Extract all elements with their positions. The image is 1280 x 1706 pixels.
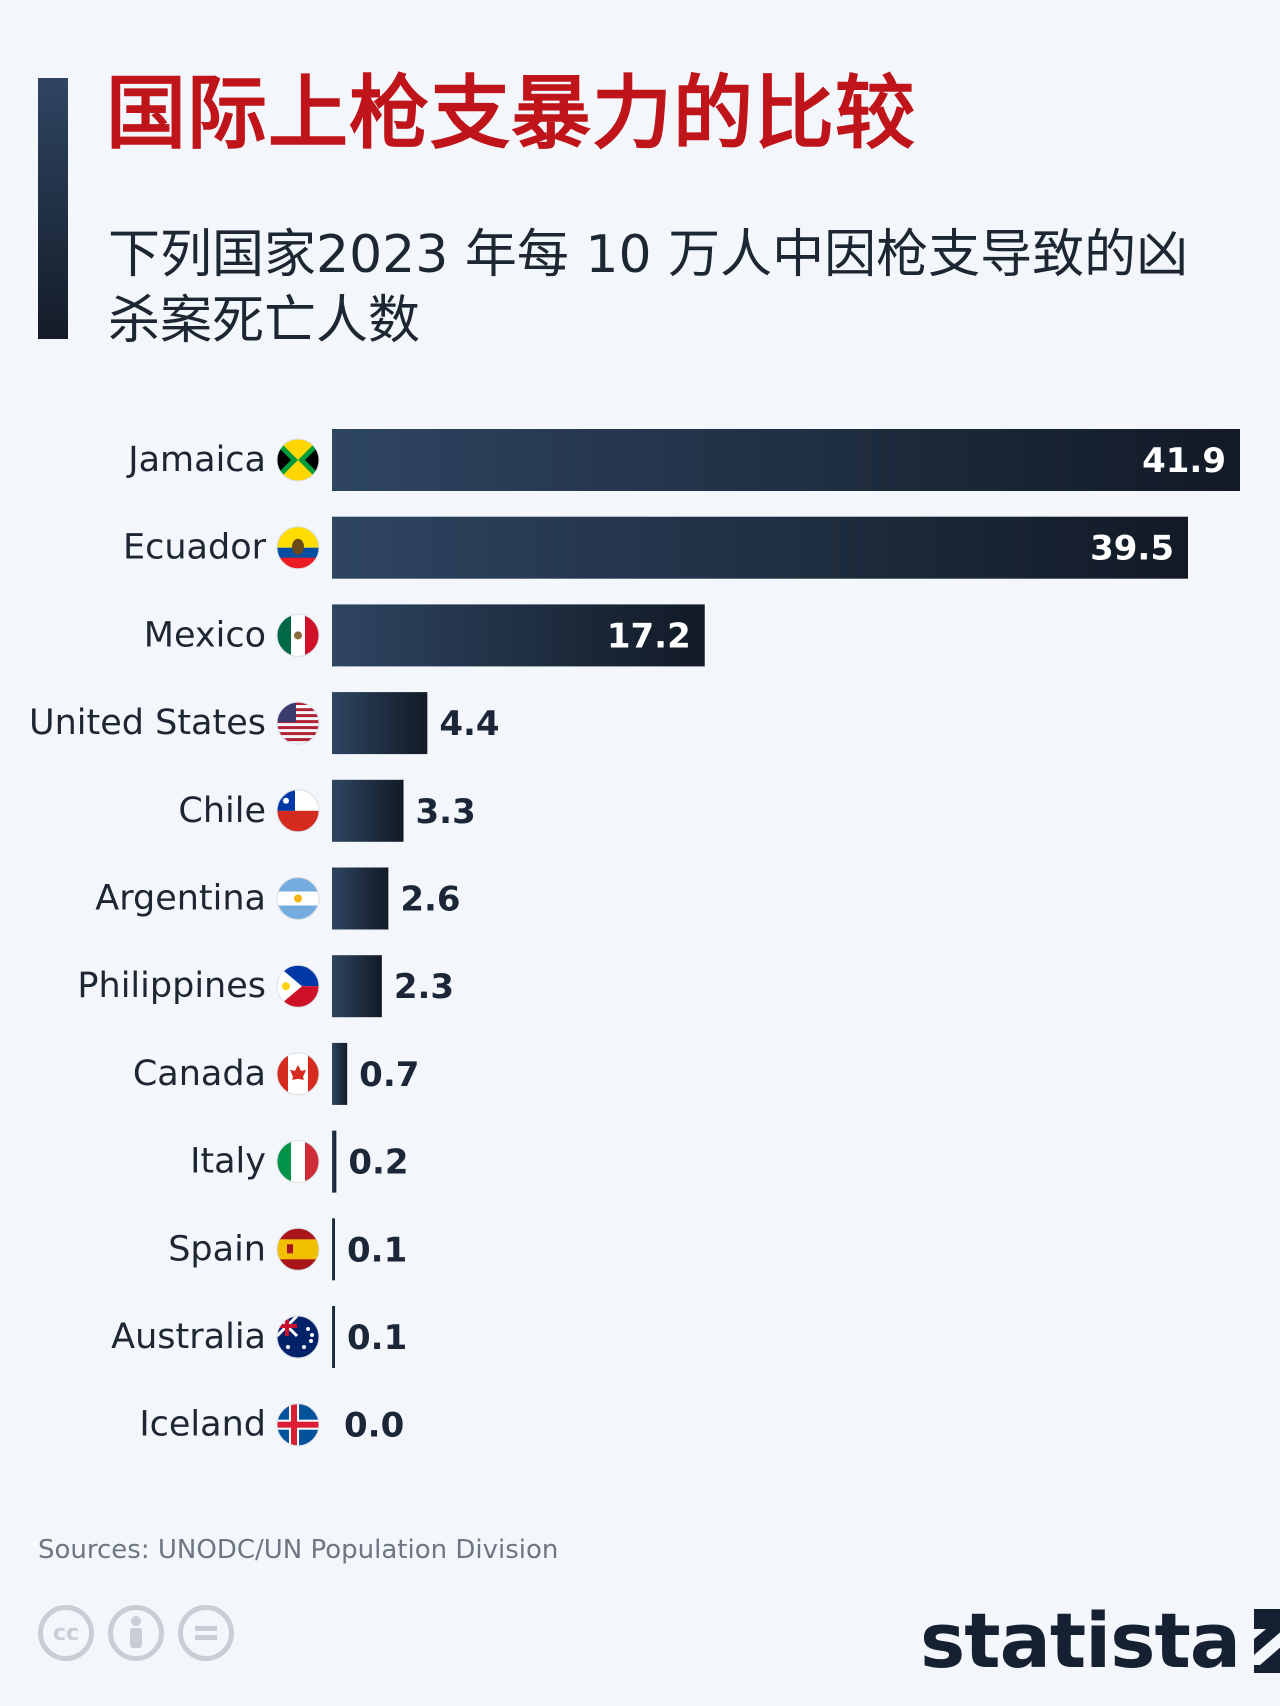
page-subtitle: 下列国家2023 年每 10 万人中因枪支导致的凶杀案死亡人数 xyxy=(108,225,1189,351)
category-label: Philippines xyxy=(77,966,266,1006)
jamaica-flag-icon xyxy=(276,438,320,482)
value-label: 39.5 xyxy=(1090,529,1174,569)
value-label: 0.7 xyxy=(359,1055,419,1095)
bar-row: Ecuador 39.5 xyxy=(123,516,1188,579)
bar-row: Chile 3.3 xyxy=(178,779,476,842)
category-label: United States xyxy=(29,703,266,743)
bar-row: Spain 0.1 xyxy=(168,1218,407,1281)
value-label: 0.0 xyxy=(344,1406,404,1446)
statista-logo-icon xyxy=(1254,1608,1280,1673)
bar xyxy=(332,1306,335,1368)
category-label: Chile xyxy=(178,791,266,831)
bar-row: United States 4.4 xyxy=(29,692,500,755)
value-label: 2.3 xyxy=(394,967,454,1007)
bar xyxy=(332,429,1240,491)
bar xyxy=(332,867,389,930)
bar-row: Italy 0.2 xyxy=(190,1130,409,1193)
statista-logo: statista xyxy=(920,1596,1280,1685)
value-label: 0.1 xyxy=(347,1318,407,1358)
category-label: Canada xyxy=(133,1054,266,1094)
value-label: 3.3 xyxy=(416,792,476,832)
canada-flag-icon xyxy=(276,1052,320,1096)
category-label: Spain xyxy=(168,1229,266,1269)
no-derivatives-icon xyxy=(178,1605,234,1661)
bar-row: Iceland 0.0 xyxy=(139,1403,404,1447)
bar-row: Argentina 2.6 xyxy=(95,867,461,930)
bar-row: Jamaica 41.9 xyxy=(126,429,1240,491)
value-label: 2.6 xyxy=(400,880,460,920)
source-note: Sources: UNODC/UN Population Division xyxy=(38,1535,559,1565)
category-label: Italy xyxy=(190,1142,266,1182)
bar xyxy=(332,1218,335,1281)
bar xyxy=(332,604,705,667)
category-label: Jamaica xyxy=(126,440,266,480)
category-label: Ecuador xyxy=(123,528,267,568)
bar-chart: Jamaica 41.9 Ecuador 39.5 Mexico 17.2 United S… xyxy=(29,429,1240,1447)
spain-flag-icon xyxy=(276,1227,320,1271)
category-label: Iceland xyxy=(139,1405,266,1445)
chile-flag-icon xyxy=(276,789,320,833)
page-title: 国际上枪支暴力的比较 xyxy=(106,67,916,160)
mexico-flag-icon xyxy=(276,613,320,657)
title-accent-bar xyxy=(38,78,68,339)
value-label: 17.2 xyxy=(607,616,691,656)
bar-row: Canada 0.7 xyxy=(133,1042,419,1105)
bar xyxy=(332,516,1188,579)
bar xyxy=(332,779,404,842)
value-label: 41.9 xyxy=(1142,441,1226,481)
category-label: Argentina xyxy=(95,879,266,919)
bar-row: Australia 0.1 xyxy=(111,1306,407,1368)
category-label: Mexico xyxy=(144,615,266,655)
attribution-icon xyxy=(108,1605,164,1661)
bar xyxy=(332,1130,337,1193)
bar xyxy=(332,692,428,755)
value-label: 0.1 xyxy=(347,1230,407,1270)
value-label: 0.2 xyxy=(348,1143,408,1183)
iceland-flag-icon xyxy=(276,1403,320,1447)
bar-row: Philippines 2.3 xyxy=(77,955,454,1018)
creative-commons-icon: cc xyxy=(38,1605,94,1661)
category-label: Australia xyxy=(111,1317,266,1357)
value-label: 4.4 xyxy=(439,704,499,744)
license-icons: cc xyxy=(38,1605,234,1661)
bar xyxy=(332,955,382,1018)
australia-flag-icon xyxy=(276,1315,320,1359)
logo-text: statista xyxy=(920,1596,1241,1685)
bar-row: Mexico 17.2 xyxy=(144,604,705,667)
usa-flag-icon xyxy=(276,701,320,745)
ecuador-flag-icon xyxy=(276,526,320,570)
philippines-flag-icon xyxy=(276,964,320,1008)
argentina-flag-icon xyxy=(276,877,320,920)
italy-flag-icon xyxy=(276,1140,320,1184)
bar xyxy=(332,1042,348,1105)
